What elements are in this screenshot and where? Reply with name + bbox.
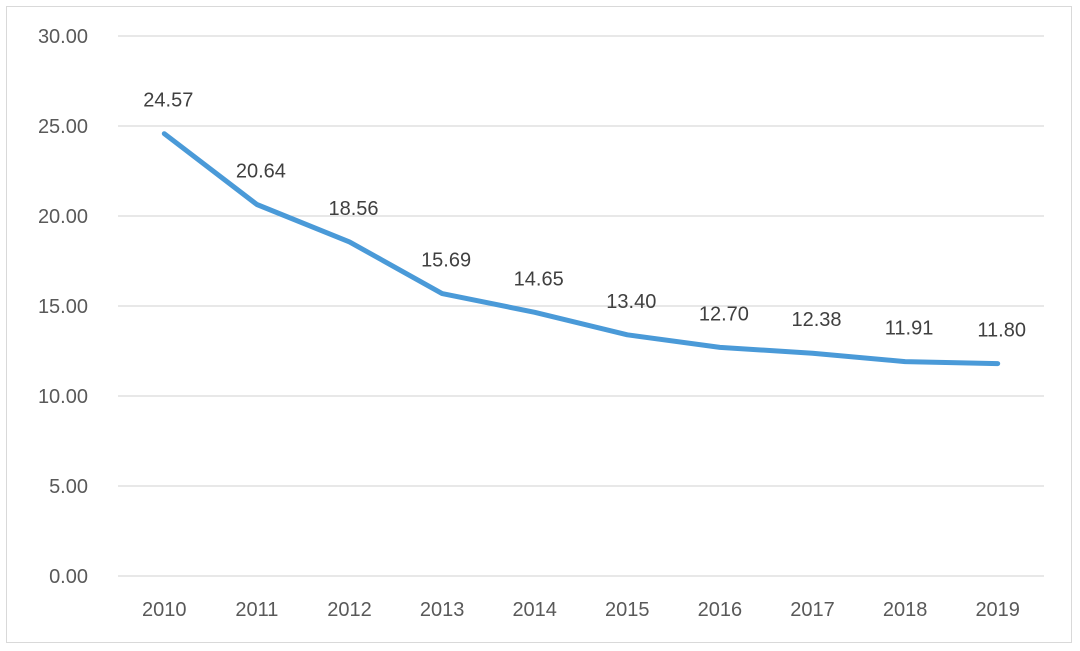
x-tick-label: 2015 [605, 599, 650, 621]
y-tick-label: 25.00 [38, 116, 88, 138]
x-tick-label: 2017 [790, 599, 835, 621]
data-label: 24.57 [143, 90, 193, 112]
x-tick-label: 2019 [975, 599, 1020, 621]
y-tick-label: 15.00 [38, 296, 88, 318]
y-tick-label: 20.00 [38, 206, 88, 228]
data-label: 14.65 [514, 268, 564, 290]
data-labels: 24.57 20.64 18.56 15.69 14.65 13.40 12.70 12.38… [143, 90, 1026, 342]
data-label: 20.64 [236, 160, 286, 182]
series-group [161, 131, 1001, 367]
data-label: 13.40 [606, 291, 656, 313]
x-tick-label: 2016 [698, 599, 743, 621]
gridlines [118, 35, 1044, 577]
data-label: 12.70 [699, 303, 749, 325]
x-tick-label: 2014 [512, 599, 557, 621]
data-label: 15.69 [421, 250, 471, 272]
data-label: 18.56 [328, 198, 378, 220]
x-tick-label: 2010 [142, 599, 187, 621]
data-label: 11.80 [977, 320, 1026, 342]
y-tick-label: 5.00 [49, 476, 88, 498]
y-axis-tick-labels: 0.00 5.00 10.00 15.00 20.00 25.00 30.00 [38, 26, 88, 588]
y-tick-label: 30.00 [38, 26, 88, 48]
series-line [161, 131, 1001, 367]
x-tick-label: 2018 [883, 599, 928, 621]
data-label: 11.91 [885, 318, 934, 340]
y-tick-label: 10.00 [38, 386, 88, 408]
y-tick-label: 0.00 [49, 566, 88, 588]
x-tick-label: 2012 [327, 599, 372, 621]
x-axis-tick-labels: 2010 2011 2012 2013 2014 2015 2016 2017 2018 2019 [142, 599, 1020, 621]
chart-frame [6, 6, 1072, 643]
data-label: 12.38 [791, 309, 841, 331]
x-tick-label: 2013 [420, 599, 465, 621]
x-tick-label: 2011 [235, 599, 278, 621]
